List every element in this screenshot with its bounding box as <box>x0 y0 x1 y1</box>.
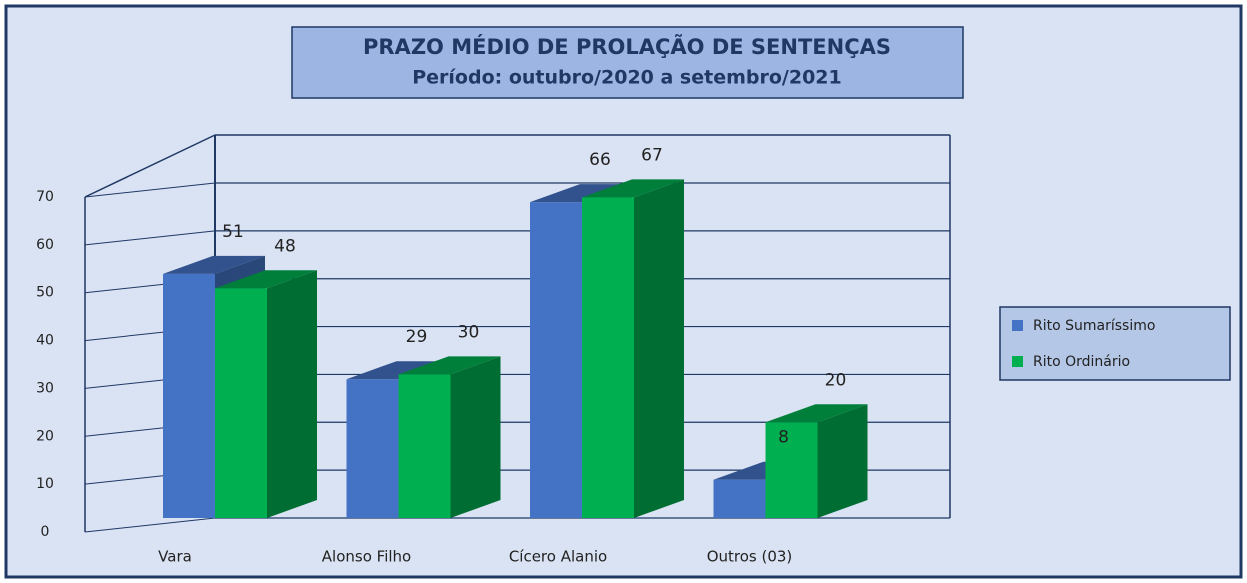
bar-top <box>215 270 317 289</box>
legend-label: Rito Ordinário <box>1033 354 1130 370</box>
bar-front <box>765 422 818 518</box>
legend-swatch <box>1012 320 1023 331</box>
x-tick-label: Cícero Alanio <box>509 548 607 566</box>
chart-subtitle: Período: outubro/2020 a setembro/2021 <box>412 67 842 89</box>
grid-line <box>84 517 216 533</box>
data-label: 67 <box>641 145 663 165</box>
bar <box>398 356 501 518</box>
bar-front <box>530 202 582 518</box>
data-label: 29 <box>406 327 428 347</box>
bar <box>215 270 317 518</box>
y-tick-label: 50 <box>36 285 54 301</box>
legend-box <box>999 306 1231 381</box>
y-tick-label: 20 <box>36 428 54 444</box>
data-label: 30 <box>458 322 480 342</box>
bar <box>582 179 684 518</box>
y-tick-label: 10 <box>36 476 54 492</box>
bar-top <box>582 179 684 198</box>
x-tick-label: Alonso Filho <box>322 548 411 566</box>
bar-top <box>398 356 501 375</box>
bar-side <box>817 404 868 518</box>
axis-wall <box>84 134 216 198</box>
legend-swatch <box>1012 356 1023 367</box>
grid-line <box>84 230 216 246</box>
bar-side <box>634 179 684 518</box>
bar-front <box>163 273 215 518</box>
bar-front <box>582 197 634 518</box>
data-label: 20 <box>825 370 847 390</box>
bar <box>765 404 868 518</box>
bar-top <box>765 404 868 423</box>
y-tick-label: 0 <box>41 524 50 540</box>
bar-front <box>398 374 451 518</box>
legend-label: Rito Sumaríssimo <box>1033 318 1155 334</box>
x-tick-label: Vara <box>158 548 192 566</box>
y-tick-label: 60 <box>36 237 54 253</box>
data-label: 8 <box>778 428 789 448</box>
bar-top <box>163 255 265 274</box>
data-label: 51 <box>222 222 244 242</box>
y-tick-label: 30 <box>36 380 54 396</box>
bar-side <box>267 270 317 518</box>
title-box <box>291 26 964 99</box>
data-label: 48 <box>274 236 296 256</box>
bar-front <box>215 288 267 518</box>
bar-front <box>713 479 766 518</box>
bar-side <box>450 356 501 518</box>
chart-title: PRAZO MÉDIO DE PROLAÇÃO DE SENTENÇAS <box>363 34 891 59</box>
data-label: 66 <box>589 150 611 170</box>
grid-line <box>84 182 216 198</box>
y-tick-label: 70 <box>36 189 54 205</box>
x-tick-label: Outros (03) <box>707 548 793 566</box>
y-tick-label: 40 <box>36 333 54 349</box>
bar-front <box>346 379 399 518</box>
